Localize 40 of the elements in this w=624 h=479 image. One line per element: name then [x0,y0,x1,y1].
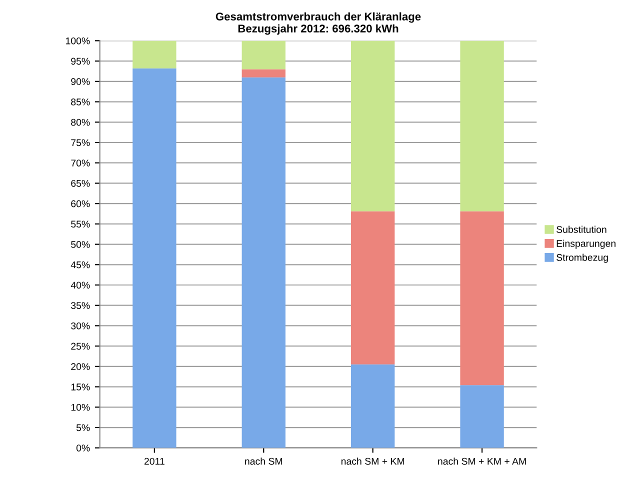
y-tick-label: 35% [71,302,90,309]
y-tick-label: 30% [71,322,90,330]
y-tick-label: 100% [66,37,90,44]
bar [460,385,504,448]
y-tick-label: 40% [70,282,90,289]
y-tick-label: 90% [71,78,90,86]
bar [460,211,504,386]
legend-label: Einsparungen [556,240,616,249]
y-tick-label: 70% [71,160,90,166]
x-tick-label: 2011 [144,458,164,465]
y-tick-label: 20% [71,363,90,370]
y-tick-label: 15% [71,384,90,390]
y-tick-label: 80% [71,118,90,126]
bar [132,68,176,448]
y-tick-label: 50% [71,241,90,248]
y-tick-label: 60% [71,200,90,208]
bar [351,40,395,212]
bar [351,364,395,448]
legend-label: Strombezug [556,254,608,263]
chart-title: Gesamtstromverbrauch der Kläranlage Bezugsjahr 2012: 696.320 kWh [216,12,421,35]
y-tick-label: 85% [71,98,90,106]
bar [132,40,176,68]
y-tick-label: 95% [71,58,90,65]
bar [242,77,286,448]
bar [460,40,504,212]
bar [242,40,286,70]
bar [351,211,395,364]
x-tick-label: nach SM + KM [341,458,404,465]
x-tick-label: nach SM + KM + AM [438,458,526,465]
y-tick-label: 55% [71,220,90,228]
y-tick-label: 45% [70,261,90,268]
y-tick-label: 75% [71,139,90,146]
y-tick-label: 25% [71,342,90,350]
y-tick-label: 10% [71,404,90,411]
x-tick-label: nach SM [245,458,282,465]
y-tick-label: 65% [71,180,90,187]
y-tick-label: 0% [76,444,90,452]
y-tick-label: 5% [76,424,90,432]
legend-label: Substitution [556,226,606,233]
bar [242,69,286,78]
